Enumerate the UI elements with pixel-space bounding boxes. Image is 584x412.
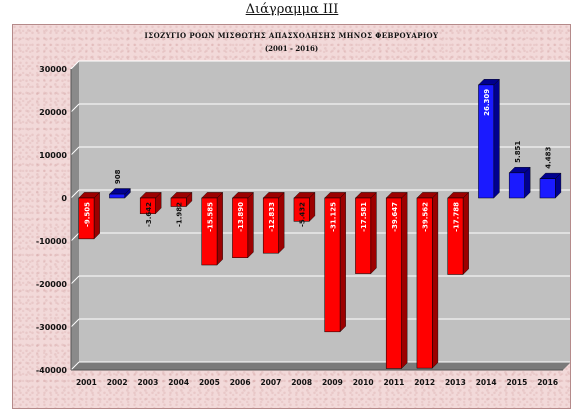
plot-floor bbox=[71, 362, 570, 370]
x-tick-label: 2011 bbox=[383, 378, 404, 387]
gridline-diag bbox=[70, 275, 80, 285]
bar bbox=[170, 197, 187, 207]
data-label: 908 bbox=[114, 169, 122, 184]
bar-side bbox=[339, 191, 346, 333]
bar-side bbox=[93, 191, 100, 240]
data-label: -13.890 bbox=[237, 202, 245, 232]
figure-heading: Διάγραμμα ΙΙΙ bbox=[245, 2, 339, 17]
data-label: -31.125 bbox=[329, 202, 337, 232]
x-tick-label: 2015 bbox=[506, 378, 527, 387]
plot-side-wall bbox=[71, 61, 79, 370]
bar bbox=[78, 197, 95, 240]
gridline-diag bbox=[70, 232, 80, 242]
bar-chart: 30000 20000 10000 0 -10000 -20000 -30000 -40000… bbox=[36, 60, 570, 387]
y-tick-label: -10000 bbox=[36, 237, 68, 246]
data-label: 4.483 bbox=[545, 146, 553, 168]
bar-side bbox=[216, 191, 223, 266]
y-tick-label: 30000 bbox=[39, 65, 67, 74]
data-label: 5.851 bbox=[514, 141, 522, 163]
x-tick-label: 2006 bbox=[230, 378, 251, 387]
bar bbox=[416, 197, 433, 369]
chart-frame: ΙΣΟΖΥΓΙΟ ΡΟΩΝ ΜΙΣΘΩΤΗΣ ΑΠΑΣΧΟΛΗΣΗΣ ΜΗΝΟΣ… bbox=[12, 24, 571, 409]
x-tick-label: 2001 bbox=[76, 378, 97, 387]
data-label: -1.982 bbox=[176, 202, 184, 227]
x-tick-label: 2016 bbox=[537, 378, 558, 387]
bar bbox=[355, 197, 372, 274]
bar bbox=[447, 197, 464, 275]
gridline-diag bbox=[70, 318, 80, 328]
y-tick-label: 0 bbox=[61, 194, 67, 203]
gridline-diag bbox=[70, 103, 80, 113]
data-label: 26.309 bbox=[483, 89, 491, 116]
x-tick-label: 2012 bbox=[414, 378, 435, 387]
x-tick-label: 2003 bbox=[137, 378, 158, 387]
gridline-diag bbox=[70, 146, 80, 156]
y-tick-label: 20000 bbox=[39, 108, 67, 117]
y-tick-label: -30000 bbox=[36, 323, 68, 332]
bar bbox=[232, 197, 249, 258]
gridline-diag bbox=[70, 361, 80, 371]
data-label: -39.562 bbox=[422, 202, 430, 232]
x-tick-label: 2009 bbox=[322, 378, 343, 387]
bar-side bbox=[462, 191, 469, 275]
y-tick-label: -20000 bbox=[36, 280, 68, 289]
chart-subtitle: (2001 - 2016) bbox=[264, 44, 319, 53]
x-tick-label: 2007 bbox=[260, 378, 281, 387]
bar-side bbox=[493, 78, 500, 199]
bar bbox=[139, 197, 156, 214]
y-tick-label: -40000 bbox=[36, 366, 68, 375]
data-label: -17.581 bbox=[360, 202, 368, 232]
bar bbox=[385, 197, 402, 369]
x-tick-label: 2002 bbox=[107, 378, 128, 387]
x-tick-label: 2014 bbox=[476, 378, 497, 387]
x-tick-label: 2005 bbox=[199, 378, 220, 387]
data-label: -12.833 bbox=[268, 202, 276, 232]
bar bbox=[478, 84, 495, 199]
chart-title: ΙΣΟΖΥΓΙΟ ΡΟΩΝ ΜΙΣΘΩΤΗΣ ΑΠΑΣΧΟΛΗΣΗΣ ΜΗΝΟΣ… bbox=[144, 31, 439, 40]
bar bbox=[539, 178, 556, 199]
bar-side bbox=[370, 191, 377, 275]
x-tick-label: 2013 bbox=[445, 378, 466, 387]
data-label: -17.788 bbox=[452, 202, 460, 232]
data-label: -15.585 bbox=[206, 202, 214, 232]
x-tick-label: 2010 bbox=[353, 378, 374, 387]
data-label: -39.647 bbox=[391, 202, 399, 232]
bar-side bbox=[247, 191, 254, 259]
bar bbox=[508, 172, 525, 199]
bar bbox=[109, 193, 126, 199]
gridline-diag bbox=[70, 189, 80, 199]
data-label: -5.432 bbox=[299, 202, 307, 227]
x-tick-label: 2008 bbox=[291, 378, 312, 387]
bar-side bbox=[432, 191, 439, 369]
data-label: -9.505 bbox=[83, 202, 91, 227]
data-label: -3.642 bbox=[145, 202, 153, 227]
bar-side bbox=[401, 191, 408, 369]
bar bbox=[201, 197, 218, 266]
gridline-diag bbox=[70, 60, 80, 70]
bar bbox=[324, 197, 341, 333]
bar-side bbox=[278, 191, 285, 254]
y-tick-label: 10000 bbox=[39, 151, 67, 160]
bar bbox=[293, 197, 310, 222]
x-tick-label: 2004 bbox=[168, 378, 189, 387]
bar bbox=[262, 197, 279, 254]
